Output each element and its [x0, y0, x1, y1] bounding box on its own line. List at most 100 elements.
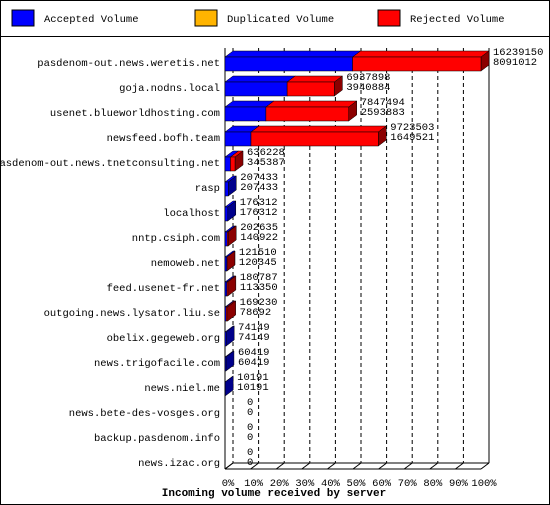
x-tick-label: 10%	[244, 478, 264, 490]
y-tick-label: news.trigofacile.com	[94, 358, 220, 370]
y-tick-label: rasp	[195, 183, 220, 195]
value-label: 7847494	[361, 97, 405, 109]
bar	[352, 56, 482, 72]
legend-swatch	[377, 9, 401, 27]
value-label: 176312	[240, 197, 278, 209]
value-label: 176312	[240, 207, 278, 219]
bar	[224, 131, 252, 147]
y-tick-label: backup.pasdenom.info	[94, 433, 220, 445]
tick-mark	[327, 462, 336, 470]
bar	[224, 156, 231, 172]
tick-mark	[275, 462, 285, 470]
legend-label: Rejected Volume	[410, 14, 505, 26]
x-tick-label: 20%	[270, 478, 290, 490]
y-tick-label: news.bete-des-vosges.org	[69, 408, 220, 420]
x-axis-title: Incoming volume received by server	[162, 488, 386, 500]
y-tick-label: nemoweb.net	[151, 258, 220, 270]
legend-label: Duplicated Volume	[227, 14, 334, 26]
bar	[224, 331, 227, 347]
bar	[224, 356, 227, 372]
y-tick-label: newsfeed.bofh.team	[107, 133, 220, 145]
bar	[225, 306, 228, 322]
bar	[226, 231, 229, 247]
bar	[224, 81, 288, 97]
bar-top	[224, 50, 362, 58]
bar-top	[224, 75, 296, 83]
y-tick-label: pasdenom-out.news.weretis.net	[37, 58, 220, 70]
value-label: 78692	[240, 307, 272, 319]
y-tick-label: usenet.blueworldhosting.com	[50, 108, 220, 120]
bar-top	[351, 50, 490, 58]
value-label: 74149	[238, 322, 270, 334]
bar	[224, 231, 228, 247]
y-tick-label: news.niel.me	[144, 383, 220, 395]
y-tick-label: feed.usenet-fr.net	[107, 283, 220, 295]
value-label: 74149	[238, 332, 270, 344]
bar	[224, 256, 228, 272]
x-tick-label: 90%	[449, 478, 469, 490]
value-label: 16239150	[493, 47, 543, 59]
value-label: 60419	[238, 357, 270, 369]
value-label: 180787	[240, 272, 278, 284]
value-label: 10191	[237, 382, 269, 394]
value-label: 0	[247, 407, 253, 419]
value-label: 9723503	[390, 122, 434, 134]
bar	[224, 181, 229, 197]
bar	[250, 131, 379, 147]
value-label: 0	[247, 457, 253, 469]
value-label: 60419	[238, 347, 270, 359]
tick-mark	[455, 462, 464, 470]
y-tick-label: pasdenom-out.news.tnetconsulting.net	[0, 158, 220, 170]
bar	[224, 56, 353, 72]
value-label: 8091012	[493, 57, 537, 69]
x-tick-label: 80%	[423, 478, 443, 490]
bar	[224, 281, 228, 297]
tick-mark	[352, 462, 362, 470]
bar	[265, 106, 349, 122]
tick-mark	[403, 462, 413, 470]
value-label: 0	[247, 432, 253, 444]
x-tick-label: 40%	[321, 478, 341, 490]
tick-mark	[224, 462, 234, 470]
bar	[286, 81, 335, 97]
x-tick-label: 0%	[222, 478, 235, 490]
bar	[224, 206, 229, 222]
tick-mark	[378, 462, 387, 470]
value-label: 3940884	[346, 82, 390, 94]
y-tick-label: nntp.csiph.com	[132, 233, 220, 245]
value-label: 1649521	[390, 132, 434, 144]
y-tick-label: goja.nodns.local	[119, 83, 220, 95]
value-label: 0	[247, 447, 253, 459]
bar-top	[224, 100, 275, 108]
y-tick-label: news.izac.org	[138, 458, 220, 470]
legend-swatch	[11, 9, 35, 27]
x-tick-label: 100%	[471, 478, 497, 490]
value-label: 345387	[247, 157, 285, 169]
value-label: 113350	[240, 282, 278, 294]
legend-label: Accepted Volume	[44, 14, 139, 26]
value-label: 207433	[240, 182, 278, 194]
legend-swatch	[194, 9, 218, 27]
value-label: 6937898	[346, 72, 390, 84]
value-label: 120345	[239, 257, 277, 269]
value-label: 0	[247, 397, 253, 409]
value-label: 10191	[237, 372, 269, 384]
bar-top	[250, 125, 388, 133]
value-label: 0	[247, 422, 253, 434]
value-label: 202635	[240, 222, 278, 234]
x-tick-label: 50%	[347, 478, 367, 490]
value-label: 140922	[240, 232, 278, 244]
bar-top	[286, 75, 344, 83]
bar	[226, 281, 229, 297]
x-tick-label: 70%	[398, 478, 418, 490]
tick-mark	[250, 462, 259, 470]
tick-mark	[429, 462, 439, 470]
value-label: 121510	[239, 247, 277, 259]
tick-mark	[480, 462, 490, 470]
value-label: 636228	[247, 147, 285, 159]
x-tick-label: 60%	[372, 478, 392, 490]
y-tick-label: localhost	[163, 208, 220, 220]
value-label: 169230	[240, 297, 278, 309]
y-tick-label: obelix.gegeweb.org	[107, 333, 220, 345]
